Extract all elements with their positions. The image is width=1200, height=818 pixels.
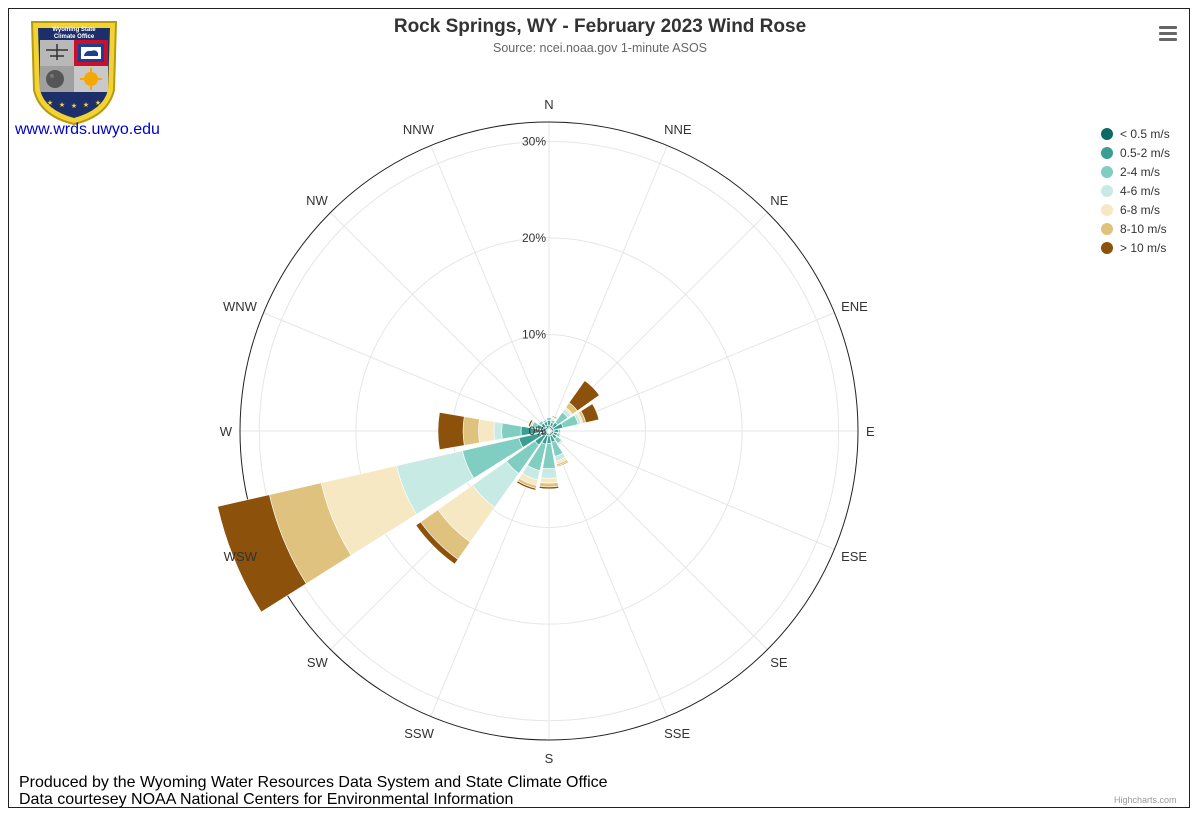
footer-line-2: Data courtesey NOAA National Centers for… (19, 791, 514, 808)
legend-label: 8-10 m/s (1120, 221, 1167, 236)
wind-rose-sector[interactable] (540, 467, 558, 479)
wind-rose-bars (217, 380, 600, 613)
highcharts-credit-link[interactable]: Highcharts.com (1114, 795, 1177, 805)
wind-rose-sector[interactable] (568, 380, 600, 412)
legend-item[interactable]: 6-8 m/s (1100, 200, 1170, 219)
direction-label: NNW (403, 122, 435, 137)
direction-label: ESE (841, 549, 867, 564)
direction-label: ENE (841, 299, 868, 314)
legend-label: > 10 m/s (1120, 240, 1167, 255)
legend-swatch-icon (1101, 127, 1113, 140)
wind-rose-sector[interactable] (217, 494, 307, 613)
logo-text-line2: Climate Office (54, 34, 95, 40)
wind-rose-sector[interactable] (558, 433, 562, 439)
legend-label: 2-4 m/s (1120, 164, 1161, 179)
legend-swatch-icon (1101, 222, 1113, 235)
logo-star-icon: ★ (47, 99, 53, 107)
legend-item[interactable]: 4-6 m/s (1100, 181, 1170, 200)
wind-rose-sector[interactable] (580, 403, 600, 424)
legend-swatch-icon (1101, 165, 1113, 178)
direction-label: NNE (664, 122, 692, 137)
legend-label: < 0.5 m/s (1120, 126, 1170, 141)
wind-rose-sector[interactable] (516, 480, 537, 491)
grid-spoke (330, 212, 550, 432)
chart-title: Rock Springs, WY - February 2023 Wind Ro… (393, 16, 807, 37)
grid-spoke (263, 312, 550, 432)
legend-label: 6-8 m/s (1120, 202, 1161, 217)
radial-tick-label: 0% (529, 424, 547, 438)
direction-label: SW (307, 655, 329, 670)
legend-label: 0.5-2 m/s (1120, 145, 1171, 160)
wyoming-state-climate-office-logo: ★ ★ ★ ★ ★ Wyoming State Climate Office (30, 21, 118, 126)
chart-legend: < 0.5 m/s 0.5-2 m/s 2-4 m/s 4-6 m/s 6-8 … (1100, 124, 1170, 257)
legend-item[interactable]: 8-10 m/s (1100, 219, 1170, 238)
wind-rose-sector[interactable] (558, 440, 565, 447)
wind-rose-sector[interactable] (527, 419, 534, 428)
radial-tick-label: 30% (522, 134, 546, 148)
wind-rose-sector[interactable] (539, 482, 559, 488)
legend-item[interactable]: 0.5-2 m/s (1100, 143, 1170, 162)
grid-spoke (548, 430, 835, 550)
footer-credits: Produced by the Wyoming Water Resources … (19, 774, 608, 808)
direction-label: W (220, 424, 233, 439)
chart-frame (8, 8, 1190, 808)
wind-rose-sector[interactable] (462, 416, 480, 446)
wind-rose-sector[interactable] (551, 415, 558, 420)
direction-label: N (544, 97, 553, 112)
wind-rose-sector[interactable] (546, 416, 552, 419)
direction-label: WSW (224, 549, 258, 564)
direction-label: S (545, 751, 554, 766)
wind-rose-sector[interactable] (493, 421, 503, 441)
wind-rose-sector[interactable] (478, 418, 496, 444)
legend-item[interactable]: 2-4 m/s (1100, 162, 1170, 181)
logo-star-icon: ★ (71, 102, 77, 110)
site-link[interactable]: www.wrds.uwyo.edu (15, 121, 160, 138)
radial-tick-label: 20% (522, 231, 546, 245)
logo-star-icon: ★ (83, 101, 89, 109)
logo-star-icon: ★ (95, 99, 101, 107)
legend-swatch-icon (1101, 241, 1113, 254)
direction-label: NE (770, 193, 788, 208)
logo-star-icon: ★ (59, 101, 65, 109)
wind-rose-sector[interactable] (538, 420, 544, 426)
legend-item[interactable]: > 10 m/s (1100, 238, 1170, 257)
direction-label: NW (306, 193, 328, 208)
chart-subtitle: Source: ncei.noaa.gov 1-minute ASOS (492, 41, 707, 55)
wind-rose-sector[interactable] (556, 460, 569, 468)
wind-rose-sector[interactable] (546, 417, 552, 421)
outer-ring (239, 121, 859, 741)
grid-spoke (548, 145, 668, 432)
wind-rose-sector[interactable] (538, 485, 560, 490)
legend-label: 4-6 m/s (1120, 183, 1161, 198)
direction-label: SE (770, 655, 788, 670)
direction-label: SSW (404, 726, 434, 741)
grid-spoke (548, 312, 835, 432)
grid-spoke (548, 430, 768, 650)
direction-label: WNW (223, 299, 258, 314)
grid-spoke (548, 430, 668, 717)
hamburger-menu-icon[interactable] (1155, 22, 1181, 44)
direction-label: E (866, 424, 875, 439)
legend-swatch-icon (1101, 203, 1113, 216)
wind-rose-sector[interactable] (539, 477, 559, 484)
legend-swatch-icon (1101, 184, 1113, 197)
wind-rose-sector[interactable] (501, 422, 522, 440)
radial-tick-label: 10% (522, 327, 546, 341)
wind-rose-sector[interactable] (542, 419, 548, 424)
direction-label: SSE (664, 726, 690, 741)
footer-line-1: Produced by the Wyoming Water Resources … (19, 774, 608, 791)
wind-rose-sector[interactable] (558, 428, 561, 434)
grid-spoke (430, 145, 550, 432)
wind-rose-sector[interactable] (437, 411, 465, 451)
logo-text-line1: Wyoming State (52, 27, 96, 33)
legend-item[interactable]: < 0.5 m/s (1100, 124, 1170, 143)
axis-labels: 0% 10% 20% 30% N NNE NE ENE E ESE SE SSE S SSW SW WSW W W… (220, 97, 875, 766)
legend-swatch-icon (1101, 146, 1113, 159)
wind-rose-sector[interactable] (415, 521, 459, 565)
